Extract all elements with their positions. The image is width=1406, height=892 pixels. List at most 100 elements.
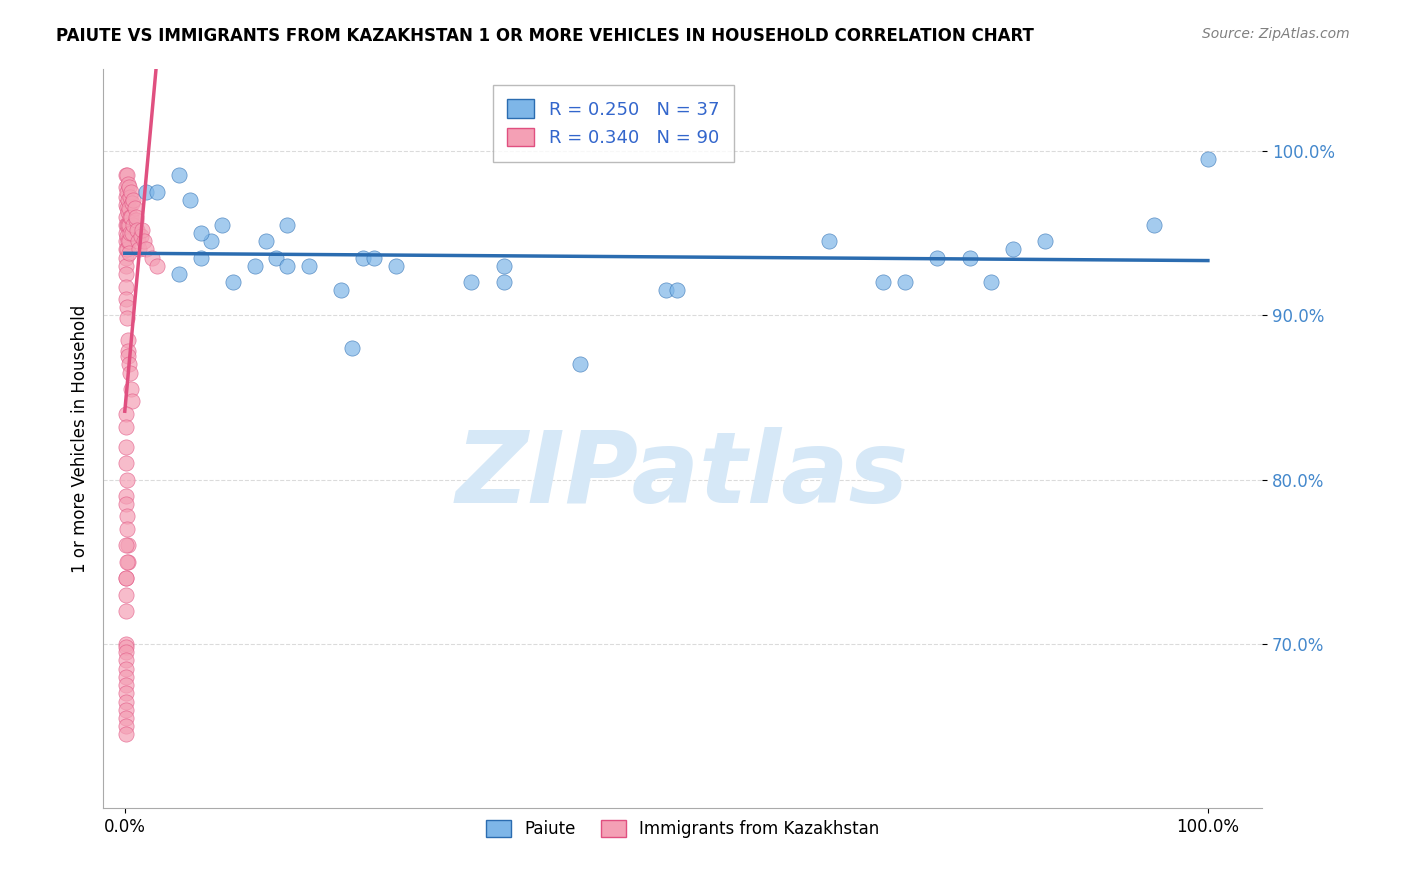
Point <box>492 259 515 273</box>
Point <box>115 420 138 434</box>
Point <box>117 234 139 248</box>
Point <box>146 185 169 199</box>
Y-axis label: 1 or more Vehicles in Household: 1 or more Vehicles in Household <box>72 304 89 573</box>
Point <box>115 280 138 294</box>
Point <box>115 727 138 741</box>
Point <box>115 711 138 725</box>
Point <box>115 440 138 454</box>
Point <box>330 284 353 298</box>
Point <box>254 234 277 248</box>
Point <box>120 210 142 224</box>
Point <box>117 344 139 359</box>
Point <box>122 218 145 232</box>
Point <box>118 234 141 248</box>
Point <box>276 259 298 273</box>
Point <box>134 234 156 248</box>
Point <box>118 202 141 216</box>
Point <box>276 218 298 232</box>
Point <box>115 637 138 651</box>
Point <box>363 251 385 265</box>
Point <box>115 267 138 281</box>
Point <box>115 508 138 523</box>
Point <box>384 259 406 273</box>
Point <box>124 210 146 224</box>
Point <box>118 218 141 232</box>
Point <box>115 218 138 232</box>
Point <box>115 180 138 194</box>
Point <box>115 678 138 692</box>
Point <box>179 193 201 207</box>
Point <box>115 251 138 265</box>
Point <box>352 251 374 265</box>
Point <box>115 169 138 183</box>
Point <box>893 275 915 289</box>
Point <box>115 640 138 655</box>
Point <box>115 202 138 216</box>
Point <box>121 393 143 408</box>
Point <box>115 555 138 569</box>
Point <box>124 202 146 216</box>
Text: ZIPatlas: ZIPatlas <box>456 427 910 524</box>
Point <box>115 243 138 257</box>
Point <box>492 275 515 289</box>
Point <box>115 229 138 244</box>
Point <box>115 645 138 659</box>
Point <box>117 204 139 219</box>
Point <box>124 212 146 227</box>
Point <box>1035 234 1057 248</box>
Point <box>120 366 142 380</box>
Point <box>146 259 169 273</box>
Point <box>115 588 138 602</box>
Point <box>118 358 141 372</box>
Point <box>128 243 150 257</box>
Point <box>117 193 139 207</box>
Point <box>120 190 142 204</box>
Point <box>117 218 139 232</box>
Point <box>115 311 138 326</box>
Point <box>980 275 1002 289</box>
Point <box>120 382 142 396</box>
Point <box>117 555 139 569</box>
Legend: Paiute, Immigrants from Kazakhstan: Paiute, Immigrants from Kazakhstan <box>479 813 886 845</box>
Point <box>129 229 152 244</box>
Point <box>117 538 139 552</box>
Point <box>115 259 138 273</box>
Point <box>118 245 141 260</box>
Point <box>115 719 138 733</box>
Point <box>243 259 266 273</box>
Point <box>115 571 138 585</box>
Point <box>117 333 139 347</box>
Point <box>117 177 139 191</box>
Point <box>135 243 157 257</box>
Point <box>115 407 138 421</box>
Point <box>115 604 138 618</box>
Point <box>460 275 482 289</box>
Point <box>135 185 157 199</box>
Point <box>115 473 138 487</box>
Point <box>118 180 141 194</box>
Point <box>817 234 839 248</box>
Point <box>120 210 142 224</box>
Point <box>1001 243 1024 257</box>
Point <box>115 571 138 585</box>
Point <box>127 234 149 248</box>
Text: Source: ZipAtlas.com: Source: ZipAtlas.com <box>1202 27 1350 41</box>
Point <box>115 653 138 667</box>
Point <box>115 234 138 248</box>
Point <box>121 196 143 211</box>
Point <box>122 193 145 207</box>
Point <box>959 251 981 265</box>
Point <box>121 226 143 240</box>
Point <box>115 190 138 204</box>
Point <box>115 300 138 314</box>
Point <box>298 259 321 273</box>
Point <box>872 275 894 289</box>
Point <box>115 243 138 257</box>
Point <box>115 662 138 676</box>
Point <box>131 222 153 236</box>
Point <box>266 251 288 265</box>
Point <box>115 538 138 552</box>
Point <box>927 251 949 265</box>
Point <box>115 198 138 212</box>
Point <box>115 292 138 306</box>
